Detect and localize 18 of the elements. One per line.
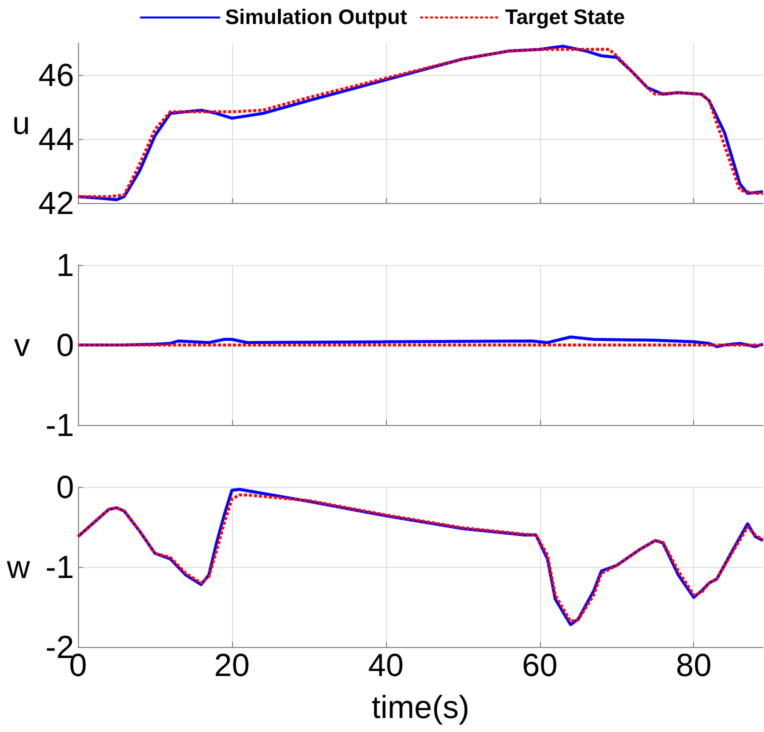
- y-axis-title: v: [14, 327, 30, 363]
- legend-label: Simulation Output: [225, 6, 408, 29]
- y-axis-title: u: [12, 105, 30, 141]
- y-tick-label: -1: [46, 549, 74, 585]
- y-tick-label: -1: [46, 407, 74, 443]
- x-tick-label: 40: [368, 647, 404, 683]
- y-tick-label: 0: [56, 327, 74, 363]
- y-tick-label: 1: [56, 247, 74, 283]
- x-axis-title: time(s): [372, 689, 470, 725]
- legend-label: Target State: [505, 6, 625, 29]
- x-tick-label: 80: [676, 647, 712, 683]
- y-tick-label: 42: [38, 185, 74, 221]
- x-tick-label: 60: [522, 647, 558, 683]
- y-tick-label: 0: [56, 469, 74, 505]
- y-tick-label: 46: [38, 57, 74, 93]
- y-tick-label: 44: [38, 121, 74, 157]
- y-axis-title: w: [6, 549, 31, 585]
- x-tick-label: 20: [214, 647, 250, 683]
